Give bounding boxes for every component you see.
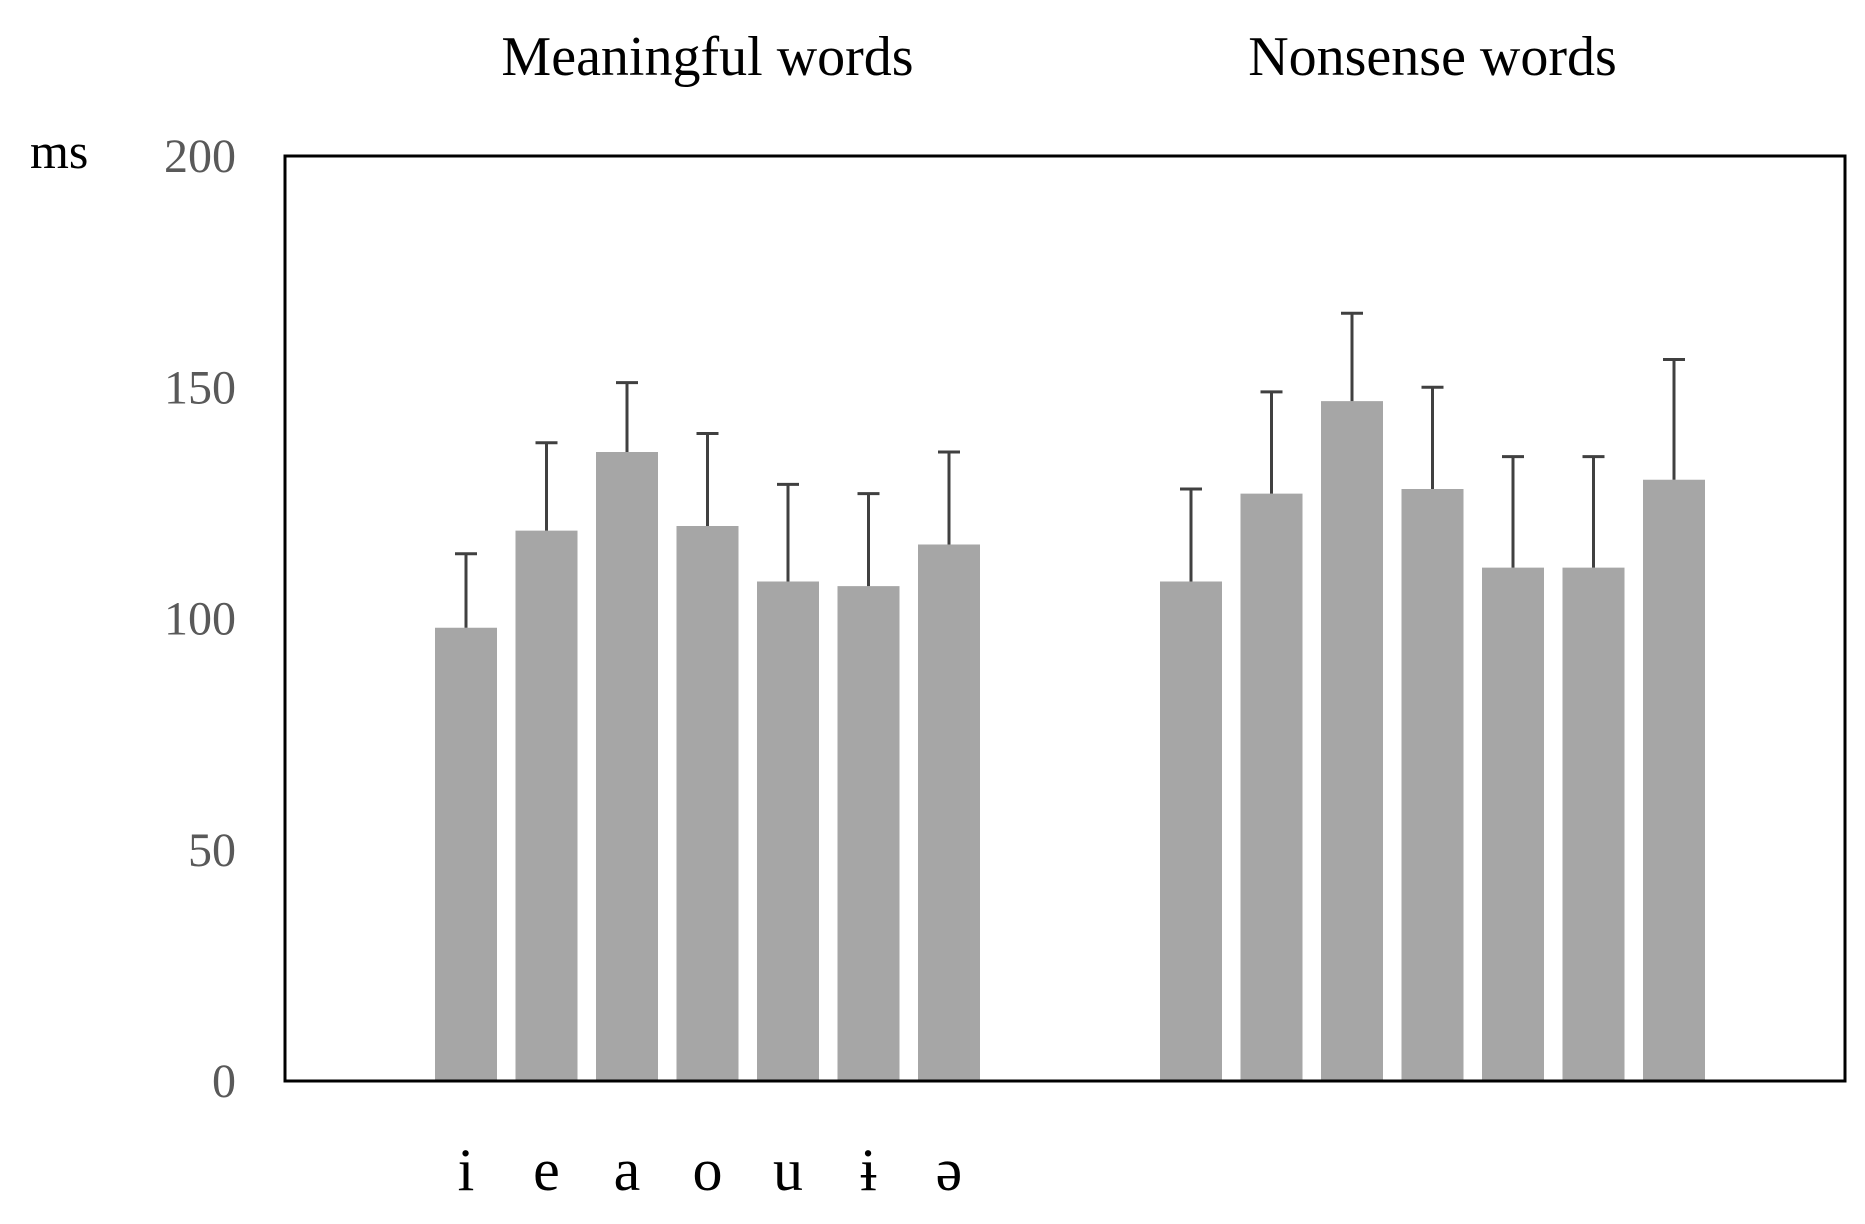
group-titles: Meaningful words Nonsense words (501, 26, 1616, 88)
bar-meaningful-words-2 (596, 452, 658, 1081)
error-bar-nonsense-words-1 (1260, 390, 1283, 494)
bar-meaningful-words-0 (435, 627, 497, 1081)
y-tick-label-0: 0 (212, 1055, 236, 1108)
error-bar-meaningful-words-0 (455, 552, 477, 628)
error-bar-nonsense-words-3 (1421, 385, 1444, 489)
error-bar-nonsense-words-6 (1663, 358, 1685, 480)
category-label-4: u (773, 1137, 803, 1203)
error-bar-meaningful-words-3 (696, 432, 719, 526)
bars (435, 401, 1705, 1081)
category-label-3: o (693, 1137, 723, 1203)
plot-area-frame (283, 154, 1847, 1083)
bar-nonsense-words-0 (1160, 581, 1222, 1081)
bar-nonsense-words-1 (1240, 493, 1303, 1081)
error-bar-meaningful-words-4 (777, 482, 799, 582)
error-bars (455, 311, 1685, 628)
group-title-nonsense-words: Nonsense words (1248, 26, 1617, 88)
error-bar-nonsense-words-0 (1180, 487, 1202, 582)
bar-meaningful-words-4 (757, 581, 819, 1081)
bar-meaningful-words-5 (837, 586, 900, 1081)
error-bar-meaningful-words-1 (535, 441, 558, 531)
bar-nonsense-words-4 (1482, 567, 1544, 1081)
group-title-meaningful-words: Meaningful words (501, 26, 913, 88)
bar-nonsense-words-5 (1562, 567, 1625, 1081)
error-bar-meaningful-words-5 (857, 492, 880, 587)
category-label-0: i (458, 1137, 475, 1203)
y-tick-label-150: 150 (164, 361, 236, 414)
error-bar-meaningful-words-6 (938, 450, 960, 545)
y-tick-label-200: 200 (164, 130, 236, 183)
error-bar-nonsense-words-2 (1341, 311, 1363, 402)
y-axis-unit-label: ms (30, 123, 88, 179)
category-label-1: e (533, 1137, 560, 1203)
category-label-2: a (614, 1137, 641, 1203)
bar-nonsense-words-2 (1321, 401, 1383, 1081)
bar-nonsense-words-3 (1401, 489, 1464, 1081)
y-tick-label-50: 50 (188, 824, 236, 877)
error-bar-meaningful-words-2 (616, 381, 638, 452)
error-bar-nonsense-words-5 (1582, 455, 1605, 568)
y-axis-ticks: 0 50 100 150 200 (164, 130, 236, 1108)
bar-nonsense-words-6 (1643, 479, 1705, 1081)
category-label-6: ə (936, 1137, 963, 1203)
y-tick-label-100: 100 (164, 593, 236, 646)
category-label-5: ɨ (860, 1137, 877, 1203)
bar-meaningful-words-3 (676, 526, 739, 1081)
bar-meaningful-words-6 (918, 544, 980, 1081)
bar-meaningful-words-1 (515, 530, 578, 1081)
error-bar-nonsense-words-4 (1502, 455, 1524, 568)
